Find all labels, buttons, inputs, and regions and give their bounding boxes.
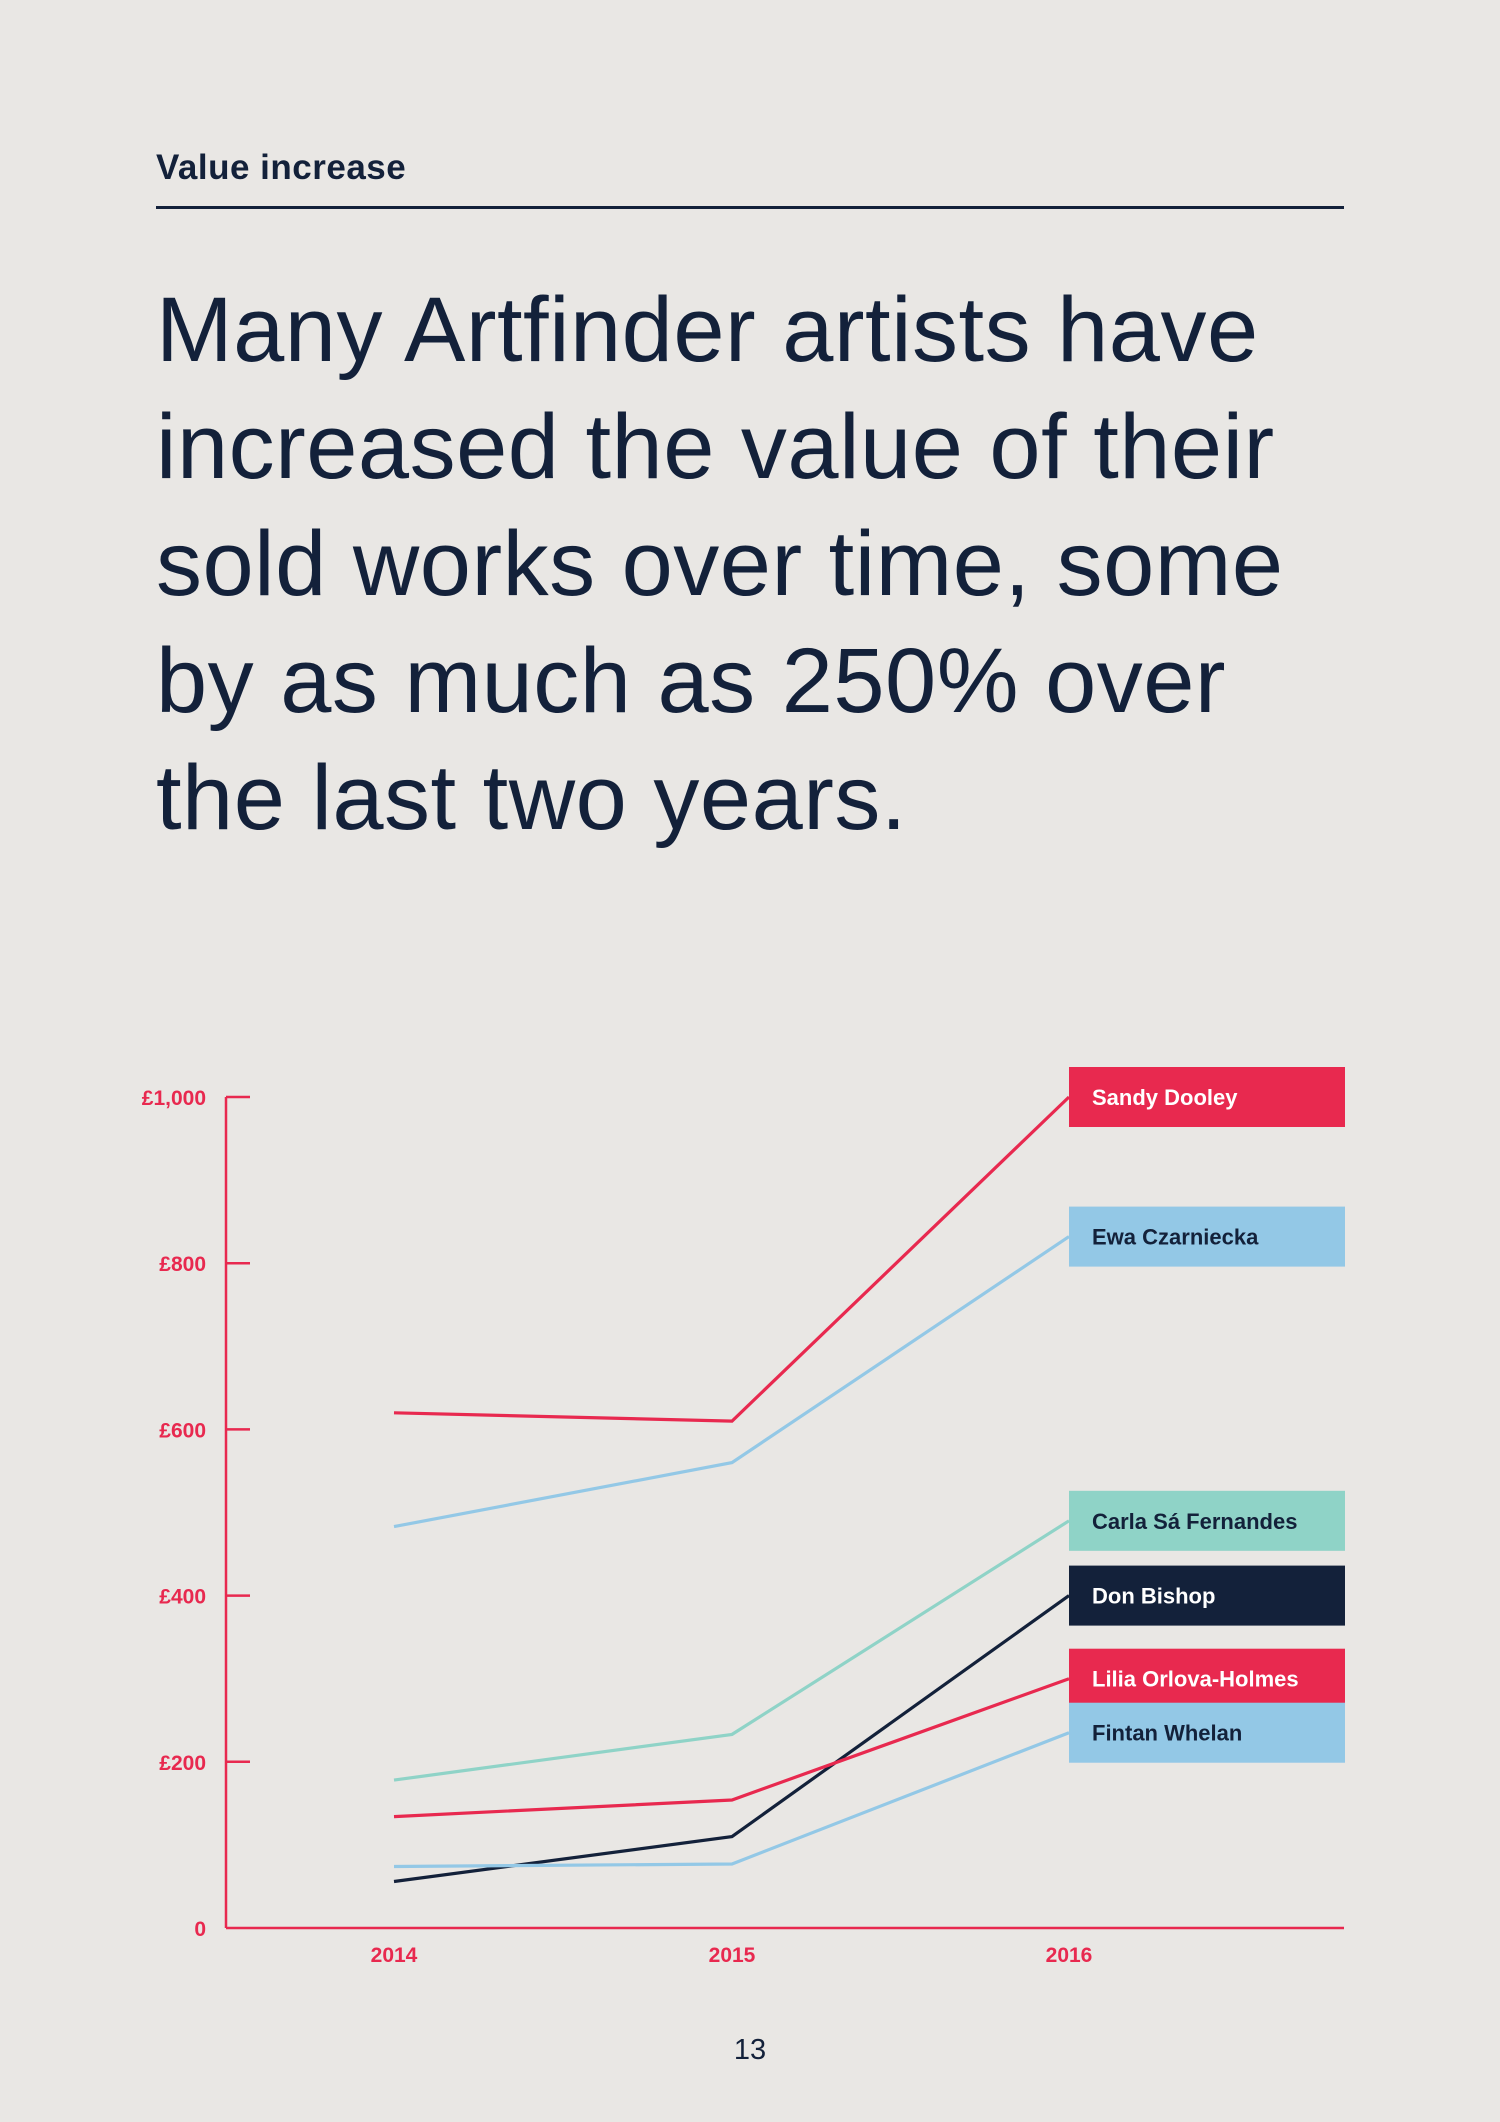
series-line bbox=[393, 1095, 1071, 1423]
series-label-text: Ewa Czarniecka bbox=[1092, 1225, 1259, 1250]
series-label-box bbox=[1069, 1067, 1345, 1127]
section-label: Value increase bbox=[156, 148, 407, 187]
y-tick-label: 0 bbox=[194, 1918, 206, 1941]
series-label: Sandy Dooley bbox=[1069, 1067, 1345, 1127]
x-tick-label: 2014 bbox=[371, 1944, 418, 1967]
header-rule bbox=[156, 206, 1344, 209]
chart-series bbox=[393, 1095, 1071, 1884]
y-tick-label: £800 bbox=[159, 1253, 206, 1276]
series-label: Ewa Czarniecka bbox=[1069, 1206, 1345, 1267]
series-line bbox=[393, 1677, 1070, 1819]
series-line bbox=[393, 1731, 1070, 1869]
y-tick-label: £600 bbox=[159, 1419, 206, 1442]
series-label: Fintan Whelan bbox=[1069, 1702, 1345, 1763]
series-label-text: Don Bishop bbox=[1092, 1584, 1215, 1609]
series-label: Lilia Orlova-Holmes bbox=[1069, 1648, 1345, 1709]
series-label-box bbox=[1069, 1648, 1345, 1709]
series-label: Carla Sá Fernandes bbox=[1069, 1490, 1345, 1551]
y-tick-label: £1,000 bbox=[142, 1087, 206, 1110]
series-label-box bbox=[1069, 1565, 1345, 1626]
chart-series-labels: Sandy Dooley Ewa Czarniecka Carla Sá Ferna… bbox=[1069, 1067, 1345, 1763]
series-line bbox=[393, 1235, 1070, 1529]
y-tick-label: £400 bbox=[159, 1586, 206, 1609]
headline: Many Artfinder artists have increased th… bbox=[156, 279, 1284, 849]
series-line bbox=[393, 1594, 1070, 1884]
x-tick-label: 2016 bbox=[1046, 1944, 1093, 1967]
series-label-box bbox=[1069, 1206, 1345, 1267]
series-label-text: Lilia Orlova-Holmes bbox=[1092, 1667, 1299, 1692]
page-number: 13 bbox=[733, 2034, 767, 2066]
series-line bbox=[393, 1519, 1070, 1782]
series-label: Don Bishop bbox=[1069, 1565, 1345, 1626]
series-label-text: Sandy Dooley bbox=[1092, 1085, 1238, 1110]
chart-axes: 0 £200 £400 £600 £800 £1,000 2014 2015 2016 bbox=[142, 1087, 1344, 1967]
x-tick-label: 2015 bbox=[709, 1944, 756, 1967]
series-label-text: Fintan Whelan bbox=[1092, 1721, 1242, 1746]
y-tick-label: £200 bbox=[159, 1752, 206, 1775]
series-label-box bbox=[1069, 1702, 1345, 1763]
series-label-box bbox=[1069, 1490, 1345, 1551]
series-label-text: Carla Sá Fernandes bbox=[1092, 1509, 1297, 1534]
